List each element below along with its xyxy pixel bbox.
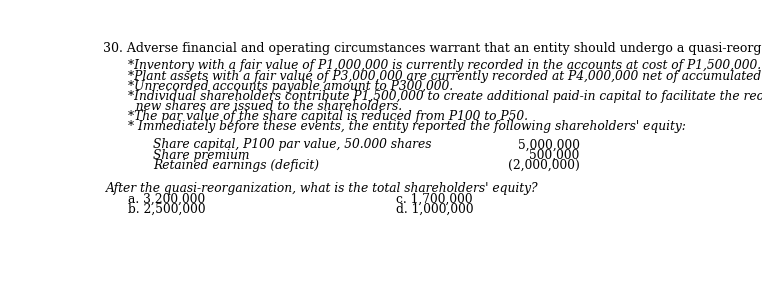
Text: Share premium: Share premium	[153, 149, 250, 162]
Text: 30. Adverse financial and operating circumstances warrant that an entity should : 30. Adverse financial and operating circ…	[103, 42, 762, 55]
Text: 5,000,000: 5,000,000	[517, 138, 580, 151]
Text: * Immediately before these events, the entity reported the following shareholder: * Immediately before these events, the e…	[128, 120, 686, 133]
Text: c. 1,700,000: c. 1,700,000	[396, 193, 472, 206]
Text: a. 3,200,000: a. 3,200,000	[128, 193, 205, 206]
Text: Share capital, P100 par value, 50.000 shares: Share capital, P100 par value, 50.000 sh…	[153, 138, 432, 151]
Text: 500,000: 500,000	[530, 149, 580, 162]
Text: *Unrecorded accounts payable amount to P300,000.: *Unrecorded accounts payable amount to P…	[128, 80, 453, 93]
Text: *Inventory with a fair value of P1,000,000 is currently recorded in the accounts: *Inventory with a fair value of P1,000,0…	[128, 59, 761, 72]
Text: (2,000,000): (2,000,000)	[507, 159, 580, 172]
Text: new shares are issued to the shareholders.: new shares are issued to the shareholder…	[128, 100, 402, 113]
Text: *Plant assets with a fair value of P3,000,000 are currently recorded at P4,000,0: *Plant assets with a fair value of P3,00…	[128, 70, 762, 83]
Text: d. 1,000,000: d. 1,000,000	[396, 203, 473, 216]
Text: b. 2,500,000: b. 2,500,000	[128, 203, 206, 216]
Text: *The par value of the share capital is reduced from P100 to P50.: *The par value of the share capital is r…	[128, 110, 528, 123]
Text: Retained earnings (deficit): Retained earnings (deficit)	[153, 159, 319, 172]
Text: *Individual shareholders contribute P1,500,000 to create additional paid-in capi: *Individual shareholders contribute P1,5…	[128, 90, 762, 103]
Text: After the quasi-reorganization, what is the total shareholders' equity?: After the quasi-reorganization, what is …	[106, 182, 539, 195]
